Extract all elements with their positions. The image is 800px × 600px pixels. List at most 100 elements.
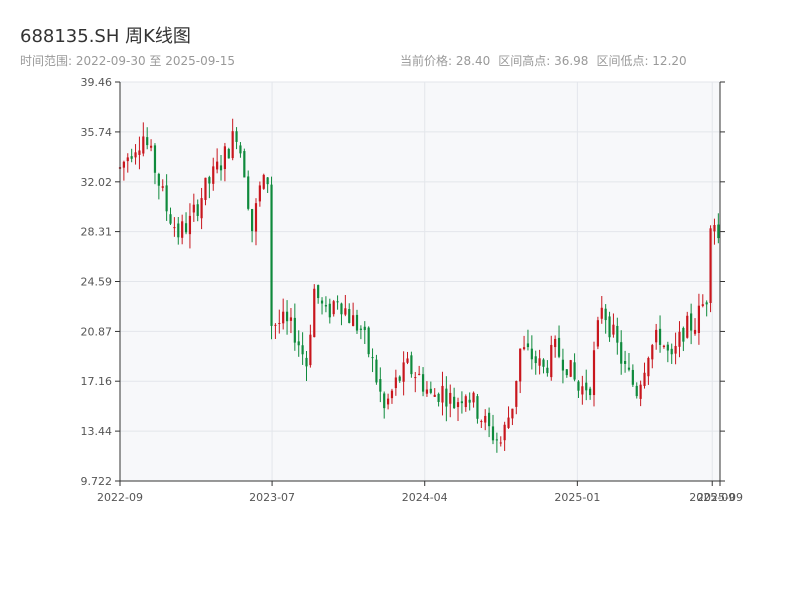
candle-down	[526, 343, 530, 348]
candle-up	[309, 334, 312, 366]
candle-down	[476, 396, 479, 419]
candle-up	[674, 345, 677, 354]
candle-down	[153, 145, 157, 173]
candle-up	[701, 304, 704, 306]
candle-up	[352, 315, 355, 326]
candle-up	[647, 357, 650, 377]
candle-up	[414, 377, 417, 379]
candle-down	[320, 300, 324, 304]
candle-down	[717, 224, 720, 239]
candle-up	[212, 166, 215, 184]
candle-down	[627, 367, 631, 370]
candle-up	[581, 386, 584, 395]
candle-up	[484, 415, 487, 423]
candle-down	[293, 317, 296, 343]
candle-down	[429, 388, 432, 393]
candle-up	[126, 157, 129, 162]
candle-down	[169, 214, 172, 224]
candle-up	[394, 377, 397, 389]
candle-down	[488, 412, 491, 427]
candle-up	[181, 221, 184, 238]
candle-down	[184, 223, 188, 233]
candle-up	[596, 320, 599, 347]
candle-down	[410, 355, 413, 375]
candle-down	[208, 177, 211, 184]
candle-up	[686, 315, 689, 338]
current-price-label: 当前价格: 28.40	[400, 54, 491, 68]
candle-down	[460, 401, 464, 404]
y-tick-label: 20.87	[81, 325, 113, 338]
y-tick-label: 17.16	[81, 375, 113, 388]
candle-up	[709, 228, 712, 303]
candles	[118, 118, 720, 453]
candle-down	[577, 381, 580, 391]
candle-up	[386, 398, 390, 405]
candle-up	[441, 385, 444, 403]
candle-up	[678, 331, 681, 347]
x-tick-label: 2022-09	[97, 491, 143, 504]
candle-down	[266, 177, 269, 185]
candle-down	[317, 285, 320, 299]
candle-down	[658, 328, 662, 345]
candle-down	[324, 305, 328, 307]
candle-down	[604, 308, 607, 321]
candle-up	[550, 344, 553, 378]
candle-down	[250, 209, 254, 232]
candle-down	[589, 388, 592, 396]
candle-up	[433, 394, 436, 397]
y-tick-label: 39.46	[81, 76, 113, 89]
candle-down	[565, 369, 568, 376]
candle-up	[697, 305, 701, 333]
candle-down	[146, 137, 149, 146]
candle-down	[379, 379, 382, 392]
candle-up	[507, 417, 510, 428]
candle-down	[285, 311, 289, 322]
candle-down	[348, 309, 351, 323]
candle-up	[402, 362, 405, 382]
candle-down	[705, 302, 708, 305]
candle-up	[200, 198, 203, 219]
candle-up	[643, 372, 646, 386]
candle-up	[418, 373, 421, 375]
candle-down	[305, 357, 308, 367]
candle-down	[130, 156, 133, 159]
candle-down	[375, 359, 378, 383]
range-high-label: 区间高点: 36.98	[498, 54, 589, 68]
candle-down	[383, 393, 386, 409]
candle-up	[693, 329, 697, 334]
candle-down	[670, 348, 673, 355]
candle-up	[313, 288, 316, 338]
candle-down	[227, 148, 230, 159]
candle-up	[449, 392, 452, 404]
candle-down	[336, 301, 339, 303]
candle-down	[631, 369, 634, 385]
y-tick-label: 35.74	[81, 126, 113, 139]
plot-area	[119, 81, 721, 482]
candle-down	[666, 344, 669, 351]
candle-down	[247, 176, 250, 209]
candle-up	[569, 360, 572, 377]
candle-up	[464, 396, 467, 408]
candle-down	[363, 326, 366, 331]
y-tick-label: 13.44	[81, 425, 113, 438]
candle-down	[495, 439, 498, 441]
candle-down	[445, 388, 448, 407]
candle-down	[359, 328, 362, 330]
candle-down	[468, 399, 471, 403]
candle-up	[223, 146, 227, 170]
candle-down	[561, 359, 565, 371]
candle-down	[239, 145, 242, 154]
candle-down	[165, 185, 168, 212]
candle-down	[542, 359, 545, 367]
candle-down	[196, 204, 199, 216]
candle-up	[142, 136, 145, 154]
candle-up	[406, 358, 409, 363]
candle-down	[682, 327, 685, 342]
date-range-label: 时间范围: 2022-09-30 至 2025-09-15	[20, 54, 235, 68]
range-low-label: 区间低点: 12.20	[596, 54, 687, 68]
candle-up	[515, 380, 518, 407]
candle-down	[437, 393, 440, 402]
candle-down	[623, 360, 627, 364]
candle-up	[472, 392, 475, 403]
